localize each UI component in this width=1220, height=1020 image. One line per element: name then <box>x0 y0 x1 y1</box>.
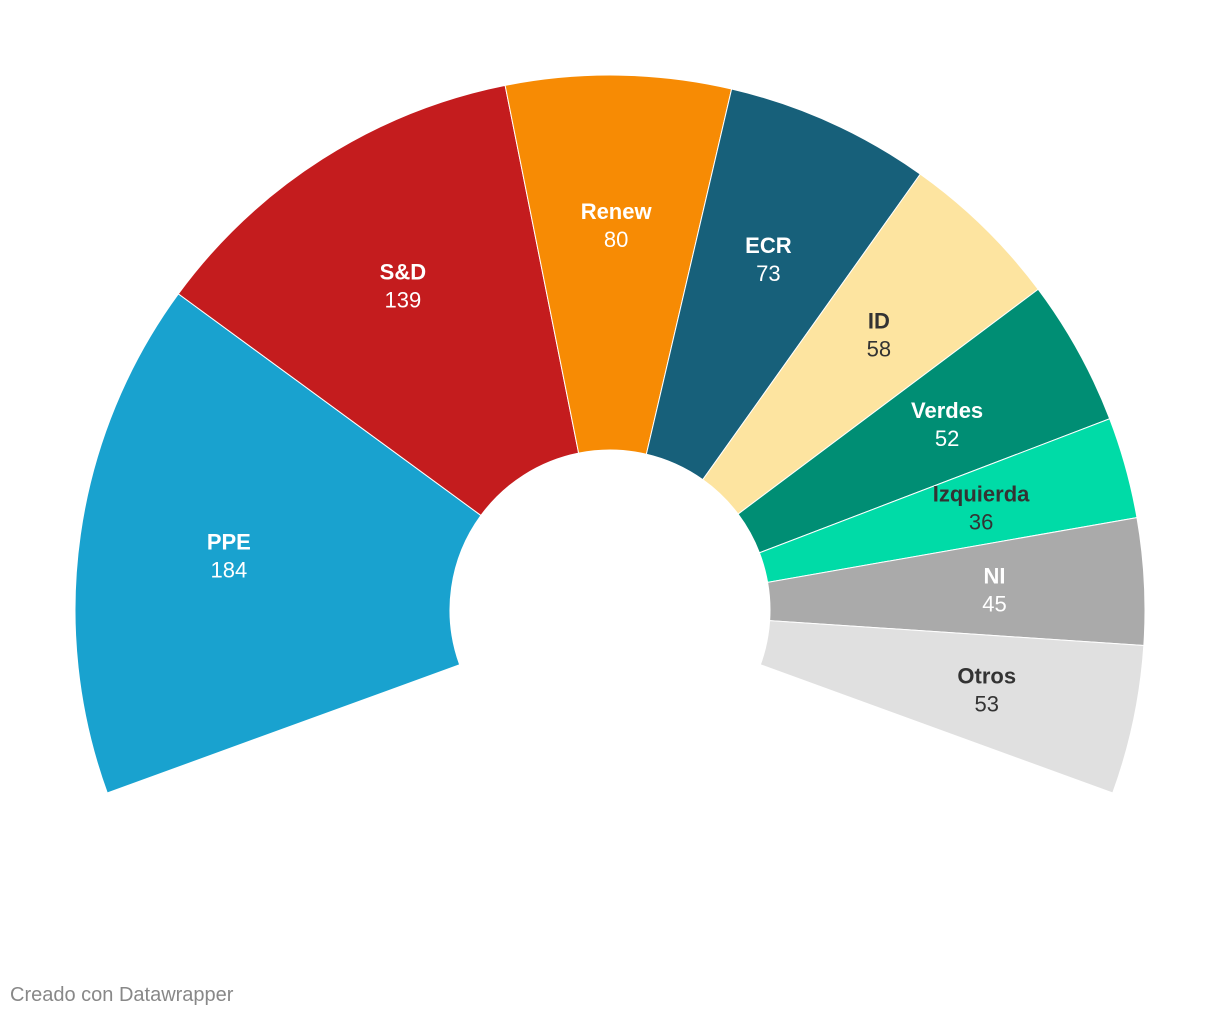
segment-value-ppe: 184 <box>210 558 247 583</box>
segment-label-otros: Otros <box>957 663 1016 688</box>
segment-label-sandd: S&D <box>380 259 426 284</box>
segment-label-ppe: PPE <box>207 530 251 555</box>
segment-label-ecr: ECR <box>745 233 792 258</box>
segment-value-ni: 45 <box>982 591 1006 616</box>
segment-sandd[interactable] <box>177 84 580 517</box>
segment-label-izquierda: Izquierda <box>933 481 1030 506</box>
segment-value-ecr: 73 <box>756 261 780 286</box>
segment-label-ni: NI <box>983 563 1005 588</box>
segment-ecr[interactable] <box>645 88 921 481</box>
segment-renew[interactable] <box>504 74 733 455</box>
segment-label-renew: Renew <box>581 199 653 224</box>
chart-labels: PPE 184 S&D 139 Renew 80 ECR 73 ID 58 Verdes 52 Izqu… <box>207 199 1030 716</box>
segment-otros[interactable] <box>759 620 1145 794</box>
datawrapper-credit: Creado con Datawrapper <box>10 984 234 1006</box>
segment-value-otros: 53 <box>974 691 998 716</box>
segment-ppe[interactable] <box>74 293 482 794</box>
chart-segments <box>74 74 1146 794</box>
segment-value-izquierda: 36 <box>969 509 993 534</box>
segment-label-verdes: Verdes <box>911 398 983 423</box>
segment-value-sandd: 139 <box>385 287 422 312</box>
segment-value-id: 58 <box>867 336 891 361</box>
segment-label-id: ID <box>868 308 890 333</box>
segment-value-verdes: 52 <box>935 426 959 451</box>
segment-value-renew: 80 <box>604 227 628 252</box>
